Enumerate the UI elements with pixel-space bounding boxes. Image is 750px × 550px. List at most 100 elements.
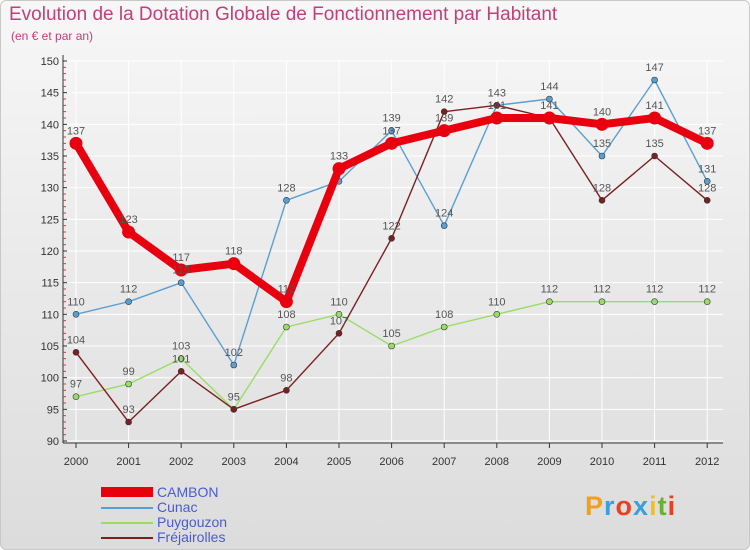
data-point-puygouzon-2012: [703, 298, 711, 305]
x-tick-label: 2008: [485, 456, 509, 468]
y-tick-label: 120: [41, 246, 59, 258]
x-tick-label: 2003: [222, 456, 246, 468]
chart-title: Evolution de la Dotation Globale de Fonc…: [9, 4, 558, 25]
data-label: 135: [593, 138, 611, 150]
data-label: 110: [488, 296, 506, 308]
data-label: 107: [330, 315, 348, 327]
data-point-cambon-2001: [122, 225, 136, 239]
data-point-puygouzon-2008: [493, 311, 501, 318]
data-point-fréjairolles-2000: [72, 349, 80, 356]
data-point-puygouzon-2000: [72, 393, 80, 400]
data-point-cambon-2005: [332, 162, 346, 176]
data-label: 137: [698, 125, 716, 137]
y-tick-label: 125: [41, 214, 59, 226]
data-label: 97: [70, 379, 82, 391]
data-point-fréjairolles-2010: [598, 197, 606, 204]
y-tick-label: 95: [47, 404, 59, 416]
logo-letter: r: [604, 491, 616, 521]
logo-letter: i: [667, 491, 677, 521]
data-label: 112: [646, 284, 664, 296]
data-label: 128: [277, 182, 295, 194]
x-tick-label: 2009: [537, 456, 561, 468]
data-point-puygouzon-2001: [125, 380, 132, 388]
data-label: 112: [120, 284, 138, 296]
data-label: 147: [645, 62, 663, 74]
x-tick-label: 2001: [116, 456, 140, 468]
logo-letter: t: [657, 491, 668, 521]
data-label: 108: [277, 309, 295, 321]
data-point-puygouzon-2004: [283, 323, 290, 331]
data-label: 141: [645, 100, 663, 112]
data-label: 141: [488, 100, 506, 112]
data-point-cunac-2004: [283, 197, 290, 204]
data-point-cambon-2012: [700, 136, 714, 150]
data-label: 142: [435, 94, 453, 106]
data-point-fréjairolles-2005: [335, 330, 343, 337]
data-point-cunac-2009: [546, 95, 553, 103]
data-label: 108: [435, 309, 453, 321]
data-point-fréjairolles-2002: [177, 368, 185, 375]
data-point-cunac-2001: [125, 298, 132, 305]
y-tick-label: 135: [41, 151, 59, 163]
legend-swatch-cunac: [101, 507, 153, 509]
logo-letter: o: [615, 491, 634, 521]
data-label: 122: [382, 220, 400, 232]
data-label: 123: [119, 214, 137, 226]
data-label: 143: [488, 87, 506, 99]
data-label: 118: [225, 246, 243, 258]
data-label: 139: [382, 113, 400, 125]
data-label: 124: [435, 208, 453, 220]
proxiti-logo: Proxiti: [585, 491, 676, 522]
y-tick-label: 140: [41, 119, 59, 131]
data-point-cunac-2006: [388, 127, 395, 134]
data-label: 105: [382, 328, 400, 340]
legend-label-cambon: CAMBON: [157, 484, 219, 500]
data-label: 104: [67, 334, 85, 346]
data-label: 131: [698, 163, 716, 175]
data-label: 112: [541, 284, 559, 296]
data-label: 135: [645, 138, 663, 150]
data-point-fréjairolles-2007: [440, 108, 448, 115]
data-label: 102: [225, 347, 243, 359]
data-point-fréjairolles-2012: [703, 197, 711, 204]
data-point-puygouzon-2007: [440, 323, 448, 331]
data-label: 93: [122, 404, 134, 416]
data-point-cambon-2006: [385, 136, 399, 150]
legend-swatch-puygouzon: [101, 522, 153, 524]
data-label: 144: [540, 81, 558, 93]
y-tick-label: 130: [41, 183, 59, 195]
legend-swatch-cambon: [101, 487, 153, 497]
data-label: 110: [67, 296, 85, 308]
data-label: 112: [278, 284, 296, 296]
data-label: 115: [172, 265, 190, 277]
x-tick-label: 2011: [643, 456, 667, 468]
y-tick-label: 100: [41, 373, 59, 385]
legend-swatch-frejairolles: [101, 537, 153, 539]
x-tick-label: 2012: [695, 456, 719, 468]
data-label: 140: [593, 106, 611, 118]
x-tick-label: 2002: [169, 456, 193, 468]
data-point-cunac-2011: [651, 76, 658, 84]
data-point-cunac-2000: [72, 311, 80, 318]
data-label: 99: [122, 366, 134, 378]
data-point-cunac-2010: [598, 152, 606, 160]
x-tick-label: 2004: [274, 456, 298, 468]
x-tick-label: 2007: [432, 456, 456, 468]
data-point-puygouzon-2009: [546, 298, 553, 305]
data-point-puygouzon-2010: [598, 298, 606, 305]
data-point-cunac-2002: [177, 279, 185, 286]
data-point-fréjairolles-2003: [230, 406, 238, 413]
y-tick-label: 115: [41, 278, 59, 290]
y-tick-label: 105: [41, 341, 59, 353]
data-label: 117: [172, 252, 190, 264]
logo-letter: i: [649, 491, 658, 521]
data-point-puygouzon-2002: [177, 355, 185, 362]
data-label: 133: [330, 151, 348, 163]
data-point-cambon-2011: [648, 111, 662, 125]
logo-letter: x: [633, 491, 650, 521]
x-tick-label: 2010: [590, 456, 614, 468]
data-label: 112: [698, 284, 716, 296]
data-label: 98: [280, 372, 292, 384]
data-point-puygouzon-2006: [388, 342, 395, 350]
